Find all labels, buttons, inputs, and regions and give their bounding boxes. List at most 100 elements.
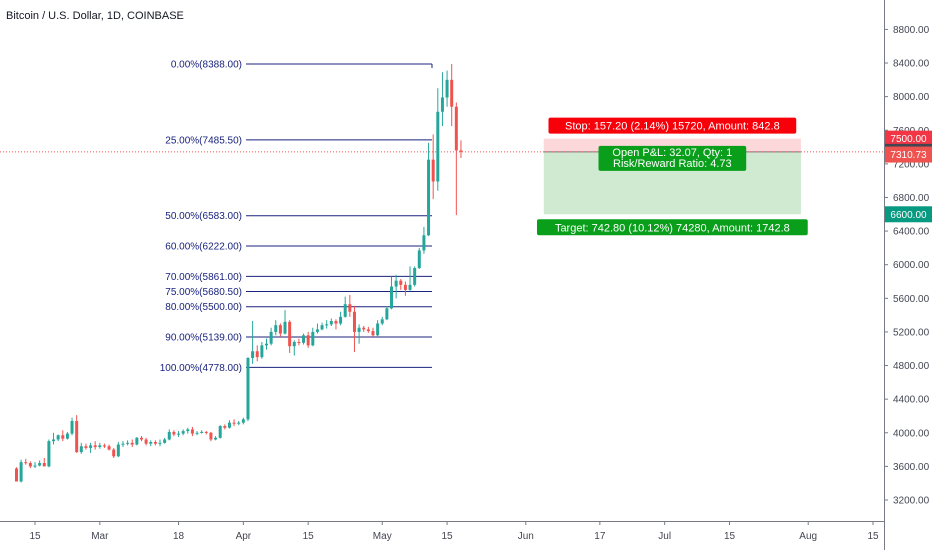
candle-body <box>274 325 278 332</box>
candle-body <box>135 437 139 445</box>
y-tick-label: 6800.00 <box>893 193 930 204</box>
candle-body <box>385 308 389 320</box>
stop-label-box <box>548 117 797 134</box>
price-tag-box <box>885 130 932 147</box>
candle-body <box>227 422 231 428</box>
candle-body <box>38 463 42 466</box>
fib-level-label: 75.00%(5680.50) <box>165 287 242 298</box>
candle-body <box>177 433 181 435</box>
candle-body <box>292 342 296 347</box>
position-labels: Stop: 157.20 (2.14%) 15720, Amount: 842.… <box>536 117 808 236</box>
candle-body <box>246 357 250 420</box>
x-tick-label: 17 <box>594 531 606 542</box>
candle-body <box>75 421 79 453</box>
candlestick-series[interactable] <box>14 64 463 483</box>
candle-body <box>19 462 23 482</box>
candle-body <box>241 419 245 423</box>
chart-title: Bitcoin / U.S. Dollar, 1D, COINBASE <box>6 10 184 22</box>
candle-body <box>366 329 370 332</box>
candle-body <box>214 437 218 440</box>
position-tool[interactable] <box>0 138 884 215</box>
fibonacci-retracement[interactable]: 0.00%(8388.00) 25.00%(7485.50) 50.00%(6583… <box>160 60 433 374</box>
fib-level-label: 50.00%(6583.00) <box>165 211 242 222</box>
candle-body <box>440 97 444 112</box>
candle-body <box>357 327 361 332</box>
candle-body <box>431 159 435 182</box>
candle-body <box>352 311 356 332</box>
candle-body <box>33 465 37 467</box>
candle-body <box>163 439 167 443</box>
candle-body <box>89 445 93 448</box>
candle-body <box>98 445 102 448</box>
candle-body <box>278 325 282 334</box>
candle-body <box>158 442 162 444</box>
candle-body <box>195 432 199 434</box>
candle-body <box>394 280 398 287</box>
x-tick-label: Aug <box>799 531 817 542</box>
y-tick-label: 6400.00 <box>893 227 930 238</box>
candle-body <box>61 435 65 439</box>
target-label-box <box>536 219 808 236</box>
target-label-text: Target: 742.80 (10.12%) 74280, Amount: 1… <box>555 222 790 234</box>
candle-body <box>84 446 88 448</box>
candle-body <box>93 445 97 448</box>
candle-body <box>288 321 292 347</box>
candle-body <box>200 431 204 433</box>
candle-body <box>186 429 190 432</box>
candle-body <box>376 323 380 336</box>
candle-body <box>320 325 324 330</box>
x-tick-label: 15 <box>29 531 41 542</box>
candle-body <box>65 433 69 439</box>
price-tag-box <box>885 146 932 163</box>
y-tick-label: 7200.00 <box>893 159 930 170</box>
y-tick-label: 6000.00 <box>893 260 930 271</box>
y-tick-label: 5200.00 <box>893 327 930 338</box>
candle-body <box>283 321 287 334</box>
candle-body <box>343 304 347 317</box>
candle-body <box>56 435 60 440</box>
price-tag-label: 7310.73 <box>890 150 927 161</box>
candle-body <box>144 439 148 444</box>
candle-body <box>237 422 241 424</box>
candle-body <box>126 442 130 444</box>
candle-body <box>459 150 463 152</box>
fib-level-label: 90.00%(5139.00) <box>165 333 242 344</box>
y-tick-label: 3600.00 <box>893 462 930 473</box>
rr-text: Risk/Reward Ratio: 4.73 <box>613 158 732 170</box>
x-tick-label: 15 <box>724 531 736 542</box>
candle-body <box>255 351 259 358</box>
candle-body <box>107 446 111 450</box>
candle-body <box>380 319 384 324</box>
x-tick-label: Jul <box>658 531 671 542</box>
candle-body <box>52 439 56 442</box>
candle-body <box>362 327 366 330</box>
candle-body <box>390 286 394 309</box>
candle-body <box>450 79 454 107</box>
time-axis-bg <box>0 521 884 550</box>
candle-body <box>181 431 185 434</box>
candle-body <box>399 280 403 285</box>
candle-body <box>371 331 375 336</box>
price-axis-bg <box>884 0 932 550</box>
candle-body <box>24 462 28 464</box>
candle-body <box>265 343 268 346</box>
candle-body <box>47 441 51 467</box>
price-tag-label: 6600.00 <box>890 210 927 221</box>
y-tick-label: 8000.00 <box>893 92 930 103</box>
candle-body <box>121 443 125 445</box>
candle-body <box>297 342 301 344</box>
candle-body <box>153 442 157 444</box>
stop-label-text: Stop: 157.20 (2.14%) 15720, Amount: 842.… <box>565 121 780 133</box>
candle-body <box>422 235 426 251</box>
y-tick-label: 8800.00 <box>893 25 930 36</box>
fib-level-label: 70.00%(5861.00) <box>165 272 242 283</box>
candle-body <box>445 79 449 98</box>
candle-body <box>306 335 310 346</box>
candle-body <box>102 445 106 447</box>
candle-body <box>315 329 319 332</box>
candle-body <box>232 422 236 424</box>
candle-body <box>339 316 343 324</box>
